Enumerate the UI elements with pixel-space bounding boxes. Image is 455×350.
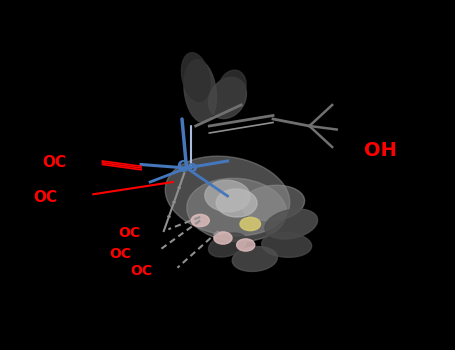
Ellipse shape (265, 209, 318, 239)
Ellipse shape (232, 246, 278, 272)
Ellipse shape (214, 232, 232, 244)
Text: OC: OC (110, 247, 131, 261)
Ellipse shape (191, 214, 209, 227)
Ellipse shape (218, 70, 246, 105)
Ellipse shape (216, 189, 257, 217)
Text: OC: OC (130, 264, 152, 278)
Ellipse shape (208, 233, 247, 257)
Text: OC: OC (33, 190, 57, 205)
Text: OC: OC (119, 226, 141, 240)
Ellipse shape (187, 178, 286, 242)
Ellipse shape (242, 185, 304, 221)
Text: OH: OH (364, 141, 397, 160)
Ellipse shape (184, 60, 217, 122)
Ellipse shape (208, 77, 247, 119)
Ellipse shape (237, 239, 255, 251)
Ellipse shape (165, 156, 290, 236)
Ellipse shape (262, 233, 312, 257)
Text: Co: Co (176, 161, 197, 175)
Ellipse shape (205, 180, 250, 212)
Text: OC: OC (42, 155, 66, 170)
Ellipse shape (240, 217, 260, 231)
Ellipse shape (182, 53, 210, 101)
